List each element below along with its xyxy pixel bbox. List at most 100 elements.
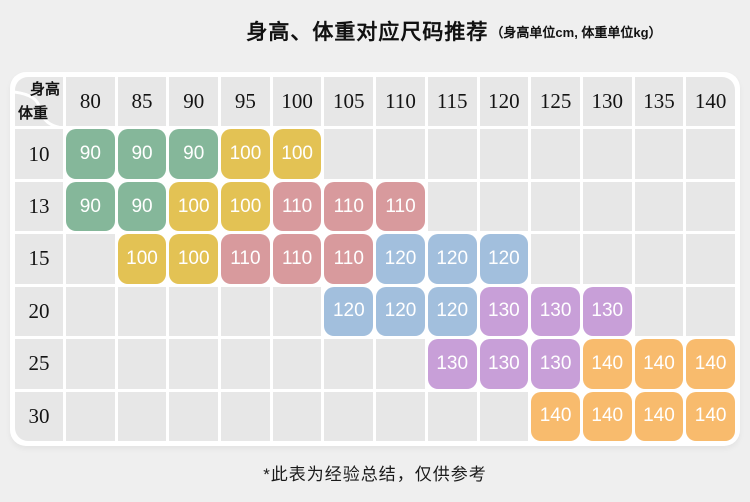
size-grid: 身高 体重 80 85 90 95 100 105 110 115 120 125 130 135 14… bbox=[15, 77, 735, 441]
empty-cell bbox=[582, 129, 632, 179]
size-cell: 140 bbox=[634, 391, 684, 441]
height-header-cell: 125 bbox=[531, 77, 580, 127]
title-text: 身高、体重对应尺码推荐 bbox=[246, 21, 489, 44]
empty-cell bbox=[376, 129, 425, 179]
height-axis-label: 身高 bbox=[29, 81, 60, 98]
size-cell: 100 bbox=[117, 234, 167, 284]
size-cell: 90 bbox=[169, 129, 219, 179]
empty-cell bbox=[324, 391, 374, 441]
empty-cell bbox=[117, 286, 167, 337]
height-header-cell: 130 bbox=[582, 77, 632, 127]
size-cell: 140 bbox=[686, 391, 735, 441]
weight-label-cell: 15 bbox=[15, 234, 63, 284]
height-header-cell: 95 bbox=[221, 77, 270, 127]
height-header-cell: 135 bbox=[634, 77, 684, 127]
empty-cell bbox=[221, 286, 270, 337]
empty-cell bbox=[427, 391, 477, 441]
height-header-cell: 140 bbox=[686, 77, 735, 127]
corner-cell: 身高 体重 bbox=[15, 77, 63, 127]
weight-label-cell: 10 bbox=[15, 129, 63, 179]
empty-cell bbox=[272, 391, 322, 441]
size-cell: 130 bbox=[582, 286, 632, 337]
empty-cell bbox=[479, 181, 529, 232]
weight-label-cell: 13 bbox=[15, 181, 63, 232]
empty-cell bbox=[686, 286, 735, 337]
weight-axis-label: 体重 bbox=[18, 105, 49, 123]
empty-cell bbox=[531, 129, 580, 179]
size-cell: 140 bbox=[634, 339, 684, 389]
weight-label-cell: 25 bbox=[15, 339, 63, 389]
height-header-cell: 90 bbox=[169, 77, 219, 127]
size-cell: 100 bbox=[169, 234, 219, 284]
empty-cell bbox=[324, 339, 374, 389]
empty-cell bbox=[117, 339, 167, 389]
size-cell: 130 bbox=[479, 286, 529, 337]
height-header-cell: 85 bbox=[117, 77, 167, 127]
size-cell: 140 bbox=[686, 339, 735, 389]
title-unit-note: （身高单位cm, 体重单位kg） bbox=[490, 24, 662, 40]
size-cell: 130 bbox=[479, 339, 529, 389]
size-cell: 120 bbox=[324, 286, 374, 337]
empty-cell bbox=[479, 391, 529, 441]
size-cell: 140 bbox=[582, 339, 632, 389]
empty-cell bbox=[634, 181, 684, 232]
empty-cell bbox=[582, 234, 632, 284]
empty-cell bbox=[376, 339, 425, 389]
weight-label-cell: 30 bbox=[15, 391, 63, 441]
empty-cell bbox=[169, 286, 219, 337]
empty-cell bbox=[531, 234, 580, 284]
size-cell: 100 bbox=[221, 181, 270, 232]
size-cell: 90 bbox=[66, 181, 115, 232]
size-cell: 120 bbox=[479, 234, 529, 284]
size-cell: 90 bbox=[117, 129, 167, 179]
height-header-cell: 115 bbox=[427, 77, 477, 127]
empty-cell bbox=[376, 391, 425, 441]
empty-cell bbox=[634, 286, 684, 337]
empty-cell bbox=[272, 339, 322, 389]
diagonal-divider-icon bbox=[15, 90, 63, 127]
size-cell: 110 bbox=[221, 234, 270, 284]
size-cell: 100 bbox=[272, 129, 322, 179]
size-cell: 110 bbox=[272, 234, 322, 284]
empty-cell bbox=[427, 129, 477, 179]
empty-cell bbox=[221, 391, 270, 441]
size-cell: 140 bbox=[531, 391, 580, 441]
empty-cell bbox=[582, 181, 632, 232]
weight-label-cell: 20 bbox=[15, 286, 63, 337]
size-cell: 130 bbox=[427, 339, 477, 389]
empty-cell bbox=[272, 286, 322, 337]
size-cell: 120 bbox=[427, 286, 477, 337]
empty-cell bbox=[324, 129, 374, 179]
empty-cell bbox=[221, 339, 270, 389]
empty-cell bbox=[66, 339, 115, 389]
size-cell: 110 bbox=[324, 234, 374, 284]
height-header-cell: 105 bbox=[324, 77, 374, 127]
height-header-cell: 100 bbox=[272, 77, 322, 127]
page-title: 身高、体重对应尺码推荐 （身高单位cm, 体重单位kg） bbox=[0, 0, 750, 62]
size-chart-card: 身高 体重 80 85 90 95 100 105 110 115 120 125 130 135 14… bbox=[10, 72, 740, 446]
empty-cell bbox=[634, 234, 684, 284]
empty-cell bbox=[686, 129, 735, 179]
empty-cell bbox=[66, 234, 115, 284]
empty-cell bbox=[427, 181, 477, 232]
empty-cell bbox=[66, 286, 115, 337]
empty-cell bbox=[479, 129, 529, 179]
empty-cell bbox=[531, 181, 580, 232]
size-cell: 120 bbox=[427, 234, 477, 284]
empty-cell bbox=[169, 339, 219, 389]
size-cell: 100 bbox=[169, 181, 219, 232]
size-cell: 140 bbox=[582, 391, 632, 441]
size-cell: 90 bbox=[117, 181, 167, 232]
size-cell: 110 bbox=[272, 181, 322, 232]
height-header-cell: 80 bbox=[66, 77, 115, 127]
size-cell: 120 bbox=[376, 234, 425, 284]
empty-cell bbox=[117, 391, 167, 441]
empty-cell bbox=[169, 391, 219, 441]
footnote: *此表为经验总结，仅供参考 bbox=[263, 465, 487, 484]
size-cell: 110 bbox=[324, 181, 374, 232]
size-cell: 120 bbox=[376, 286, 425, 337]
empty-cell bbox=[686, 181, 735, 232]
size-cell: 100 bbox=[221, 129, 270, 179]
empty-cell bbox=[66, 391, 115, 441]
empty-cell bbox=[686, 234, 735, 284]
